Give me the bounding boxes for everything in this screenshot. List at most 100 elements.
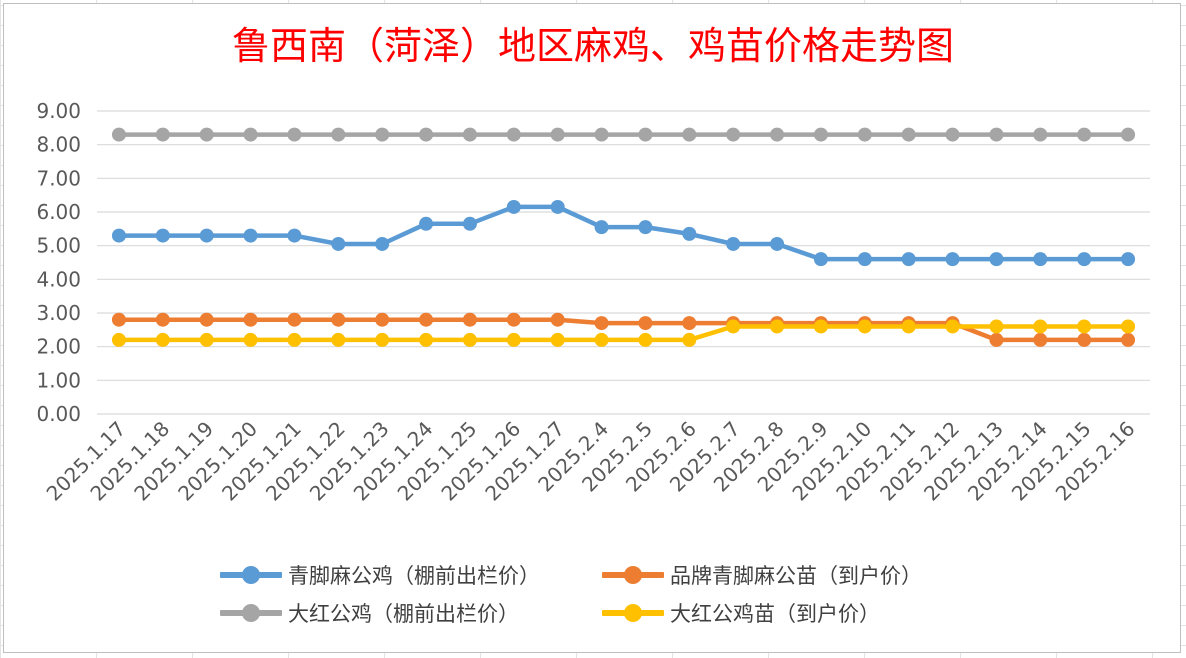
data-point — [770, 319, 785, 334]
data-point — [155, 332, 170, 347]
data-point — [199, 127, 214, 142]
data-point — [287, 332, 302, 347]
series-line-1 — [116, 204, 1131, 262]
data-point — [331, 332, 346, 347]
data-point — [989, 127, 1004, 142]
data-point — [1121, 319, 1136, 334]
legend-label: 品牌青脚麻公苗（到户价） — [670, 564, 922, 588]
data-point — [550, 312, 565, 327]
y-tick-label: 8.00 — [36, 133, 81, 157]
data-point — [199, 312, 214, 327]
data-point — [375, 127, 390, 142]
data-point — [638, 332, 653, 347]
data-point — [594, 332, 609, 347]
data-point — [682, 226, 697, 241]
legend-label: 大红公鸡苗（到户价） — [670, 602, 880, 626]
data-point — [989, 332, 1004, 347]
data-point — [155, 228, 170, 243]
data-point — [901, 127, 916, 142]
y-tick-label: 3.00 — [36, 301, 81, 325]
data-point — [419, 332, 434, 347]
data-point — [111, 228, 126, 243]
chart-legend: 青脚麻公鸡（棚前出栏价） 品牌青脚麻公苗（到户价） 大红公鸡（棚前出栏价） 大红… — [0, 556, 1186, 636]
data-point — [726, 319, 741, 334]
data-point — [506, 127, 521, 142]
y-tick-label: 5.00 — [36, 234, 81, 258]
data-point — [901, 252, 916, 267]
data-point — [682, 127, 697, 142]
data-point — [375, 236, 390, 251]
y-tick-label: 7.00 — [36, 166, 81, 190]
data-point — [945, 319, 960, 334]
data-point — [638, 220, 653, 235]
y-tick-label: 4.00 — [36, 267, 81, 291]
data-point — [1033, 319, 1048, 334]
data-point — [857, 319, 872, 334]
legend-item-series-4: 大红公鸡苗（到户价） — [602, 598, 880, 628]
data-point — [1121, 332, 1136, 347]
data-point — [726, 127, 741, 142]
data-point — [243, 228, 258, 243]
legend-swatch — [602, 565, 664, 585]
data-point — [813, 319, 828, 334]
series-line-4 — [116, 324, 1131, 343]
data-point — [506, 199, 521, 214]
data-point — [638, 316, 653, 331]
data-point — [682, 332, 697, 347]
data-point — [111, 332, 126, 347]
data-point — [375, 312, 390, 327]
legend-swatch-marker — [242, 604, 260, 622]
data-point — [331, 236, 346, 251]
data-point — [199, 332, 214, 347]
data-point — [155, 127, 170, 142]
legend-swatch-marker — [242, 566, 260, 584]
legend-swatch-marker — [624, 604, 642, 622]
data-point — [155, 312, 170, 327]
legend-item-series-3: 大红公鸡（棚前出栏价） — [220, 598, 519, 628]
legend-swatch — [220, 603, 282, 623]
data-point — [857, 127, 872, 142]
data-point — [1121, 252, 1136, 267]
data-point — [331, 312, 346, 327]
data-point — [857, 252, 872, 267]
data-point — [111, 312, 126, 327]
series-line-2 — [116, 317, 1131, 343]
data-point — [375, 332, 390, 347]
data-point — [243, 127, 258, 142]
data-point — [111, 127, 126, 142]
data-point — [550, 199, 565, 214]
data-point — [945, 252, 960, 267]
data-point — [462, 312, 477, 327]
data-point — [726, 236, 741, 251]
data-point — [594, 316, 609, 331]
y-tick-label: 2.00 — [36, 335, 81, 359]
data-point — [1077, 319, 1092, 334]
data-point — [1077, 127, 1092, 142]
data-point — [989, 319, 1004, 334]
legend-swatch — [602, 603, 664, 623]
chart-title: 鲁西南（菏泽）地区麻鸡、鸡苗价格走势图 — [231, 24, 954, 68]
data-point — [1077, 332, 1092, 347]
data-point — [419, 312, 434, 327]
data-point — [813, 252, 828, 267]
data-point — [287, 228, 302, 243]
y-tick-label: 6.00 — [36, 200, 81, 224]
y-tick-label: 0.00 — [36, 402, 81, 426]
data-point — [1033, 127, 1048, 142]
legend-label: 青脚麻公鸡（棚前出栏价） — [288, 564, 540, 588]
data-point — [770, 236, 785, 251]
data-point — [638, 127, 653, 142]
data-point — [419, 216, 434, 231]
legend-swatch-marker — [624, 566, 642, 584]
legend-item-series-1: 青脚麻公鸡（棚前出栏价） — [220, 560, 540, 590]
data-point — [1033, 252, 1048, 267]
data-point — [462, 127, 477, 142]
data-point — [594, 127, 609, 142]
data-point — [813, 127, 828, 142]
data-point — [462, 216, 477, 231]
data-point — [462, 332, 477, 347]
data-point — [1121, 127, 1136, 142]
data-point — [1077, 252, 1092, 267]
data-point — [419, 127, 434, 142]
